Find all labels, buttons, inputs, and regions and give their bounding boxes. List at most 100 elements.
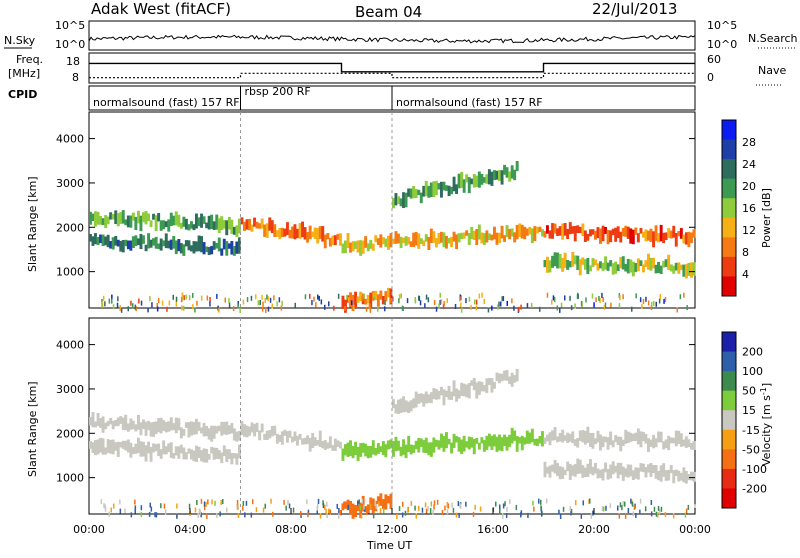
echo-speckle: [236, 504, 238, 510]
echo-speckle: [418, 505, 420, 511]
echo-cell: [364, 298, 368, 305]
echo-cell: [131, 420, 135, 430]
echo-cell: [238, 237, 241, 254]
echo-cell: [157, 418, 161, 433]
echo-cell: [546, 256, 549, 273]
echo-cell: [533, 226, 537, 242]
echo-cell: [631, 261, 635, 277]
echo-speckle: [261, 306, 264, 312]
echo-cell: [631, 433, 635, 442]
x-tick-label: 00:00: [679, 523, 711, 536]
freq-tick-bottom: 8: [72, 71, 79, 84]
echo-speckle: [325, 508, 327, 514]
freq-unit-label: [MHz]: [8, 67, 40, 80]
nsearch-label: N.Search: [748, 32, 798, 45]
colorbar-segment: [722, 139, 736, 160]
echo-cell: [571, 252, 575, 267]
colorbar-frame: [721, 119, 737, 297]
echo-cell: [647, 464, 650, 473]
echo-speckle: [148, 511, 151, 517]
echo-cell: [157, 443, 161, 457]
echo-cell: [583, 230, 587, 242]
echo-cell: [139, 215, 143, 232]
echo-cell: [147, 213, 151, 221]
echo-cell: [571, 465, 575, 476]
echo-cell: [621, 228, 625, 237]
x-tick-label: 04:00: [174, 523, 206, 536]
echo-speckle: [545, 498, 548, 504]
echo-cell: [487, 378, 491, 386]
echo-speckle: [570, 305, 573, 311]
echo-cell: [518, 223, 522, 237]
echo-cell: [440, 386, 443, 396]
freq-label: Freq.: [16, 53, 43, 66]
echo-cell: [179, 444, 183, 454]
echo-speckle: [175, 301, 178, 307]
echo-cell: [429, 392, 433, 404]
y-tick-label: 1000: [56, 266, 84, 279]
echo-cell: [394, 193, 398, 206]
echo-cell: [192, 224, 196, 231]
colorbar-tick-label: 12: [742, 224, 756, 237]
echo-cell: [505, 436, 509, 451]
echo-cell: [243, 221, 246, 231]
echo-speckle: [435, 306, 438, 312]
echo-cell: [268, 217, 272, 231]
y-tick-label: 4000: [56, 339, 84, 352]
echo-cell: [212, 447, 216, 460]
echo-cell: [457, 390, 461, 399]
echo-cell: [359, 443, 363, 457]
echo-cell: [384, 494, 388, 510]
echo-speckle: [650, 500, 653, 505]
echo-cell: [172, 423, 176, 431]
echo-cell: [263, 433, 267, 440]
echo-cell: [440, 181, 443, 198]
echo-cell: [346, 295, 350, 303]
echo-cell: [222, 422, 226, 435]
echo-cell: [530, 228, 534, 244]
echo-cell: [195, 418, 198, 435]
echo-speckle: [242, 500, 245, 506]
echo-cell: [515, 161, 519, 172]
echo-speckle: [127, 306, 129, 312]
echo-cell: [200, 427, 204, 434]
echo-cell: [376, 238, 380, 245]
echo-cell: [447, 385, 451, 400]
echo-speckle: [451, 502, 453, 508]
echo-cell: [129, 418, 133, 430]
echo-cell: [573, 255, 577, 265]
x-axis-ticks: 00:00 04:00 08:00 12:00 16:00 20:00 00:00: [73, 508, 711, 536]
echo-cell: [500, 225, 504, 239]
echo-speckle: [338, 507, 340, 513]
echo-cell: [154, 236, 158, 249]
echo-speckle: [418, 295, 420, 301]
echo-speckle: [319, 513, 322, 519]
echo-speckle: [192, 292, 194, 298]
echo-cell: [679, 433, 683, 447]
echo-cell: [594, 230, 597, 240]
echo-speckle: [439, 299, 441, 305]
echo-cell: [692, 262, 696, 276]
echo-cell: [215, 447, 219, 459]
echo-speckle: [313, 296, 315, 302]
echo-cell: [642, 264, 645, 273]
echo-cell: [586, 426, 590, 443]
echo-speckle: [216, 512, 218, 518]
echo-cell: [424, 437, 428, 453]
echo-speckle: [307, 512, 309, 518]
echo-cell: [341, 503, 345, 511]
echo-cell: [493, 226, 496, 240]
echo-cell: [667, 228, 671, 238]
echo-speckle: [306, 499, 308, 505]
velocity-ylabel: Slant Range [km]: [26, 381, 39, 477]
echo-cell: [487, 169, 491, 185]
echo-speckle: [447, 503, 450, 509]
echo-cell: [291, 436, 294, 443]
echo-cell: [601, 436, 605, 448]
echo-cell: [339, 441, 342, 449]
echo-cell: [167, 240, 171, 249]
echo-speckle: [694, 504, 696, 510]
echo-speckle: [501, 296, 503, 302]
echo-cell: [109, 417, 113, 425]
echo-speckle: [374, 501, 376, 507]
